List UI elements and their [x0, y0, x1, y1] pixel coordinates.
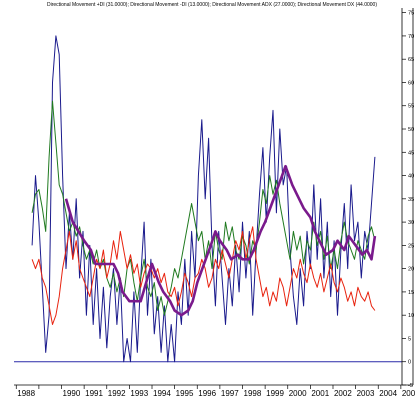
x-tick-label: 1998: [244, 389, 262, 398]
y-tick-label: 40: [408, 174, 414, 180]
series-line-adx: [64, 164, 377, 317]
x-tick-label: 1992: [108, 389, 126, 398]
y-tick-label: 45: [408, 150, 414, 156]
series-line-dx: [31, 35, 376, 363]
x-tick-label: 1999: [266, 389, 284, 398]
x-tick-label: 1996: [198, 389, 216, 398]
y-tick-label: 20: [408, 267, 414, 273]
y-tick-label: 0: [408, 360, 411, 366]
chart-title: Directional Movement +DI (31.0000); Dire…: [47, 2, 377, 8]
series-line-di-plus: [31, 100, 376, 316]
x-tick-label: 1994: [153, 389, 171, 398]
y-tick-label: 15: [408, 290, 414, 296]
y-tick-label: -5: [408, 383, 413, 389]
x-tick-label: 1997: [221, 389, 239, 398]
x-axis: 1988 1990 1991 1992 1993 1994 1995 1996 1997 1998…: [15, 385, 416, 398]
y-tick-label: 55: [408, 104, 414, 110]
y-tick-label: 70: [408, 34, 414, 40]
x-tick-label: 2000: [289, 389, 307, 398]
y-tick-label: 60: [408, 80, 414, 86]
y-tick-label: 65: [408, 57, 414, 63]
y-tick-label: 50: [408, 127, 414, 133]
x-tick-label: 2003: [357, 389, 375, 398]
x-tick-label: 1991: [85, 389, 103, 398]
y-tick-label: 35: [408, 197, 414, 203]
x-tick-label: 1988: [17, 389, 35, 398]
x-tick-label: 2002: [334, 389, 352, 398]
y-tick-label: 30: [408, 220, 414, 226]
x-tick-label: 1993: [130, 389, 148, 398]
series-lines: [31, 35, 377, 363]
x-tick-label: 2001: [311, 389, 329, 398]
y-tick-label: 75: [408, 11, 414, 17]
x-tick-label: 1990: [63, 389, 81, 398]
x-tick-label: 200: [402, 389, 416, 398]
y-tick-label: 25: [408, 243, 414, 249]
x-tick-label: 1995: [176, 389, 194, 398]
y-axis: -5 0 5 10 15 20 25 30 35 40 45 50 55 60 65 70 75: [402, 11, 414, 389]
y-tick-label: 10: [408, 313, 414, 319]
x-tick-label: 2004: [379, 389, 397, 398]
y-tick-label: 5: [408, 336, 411, 342]
